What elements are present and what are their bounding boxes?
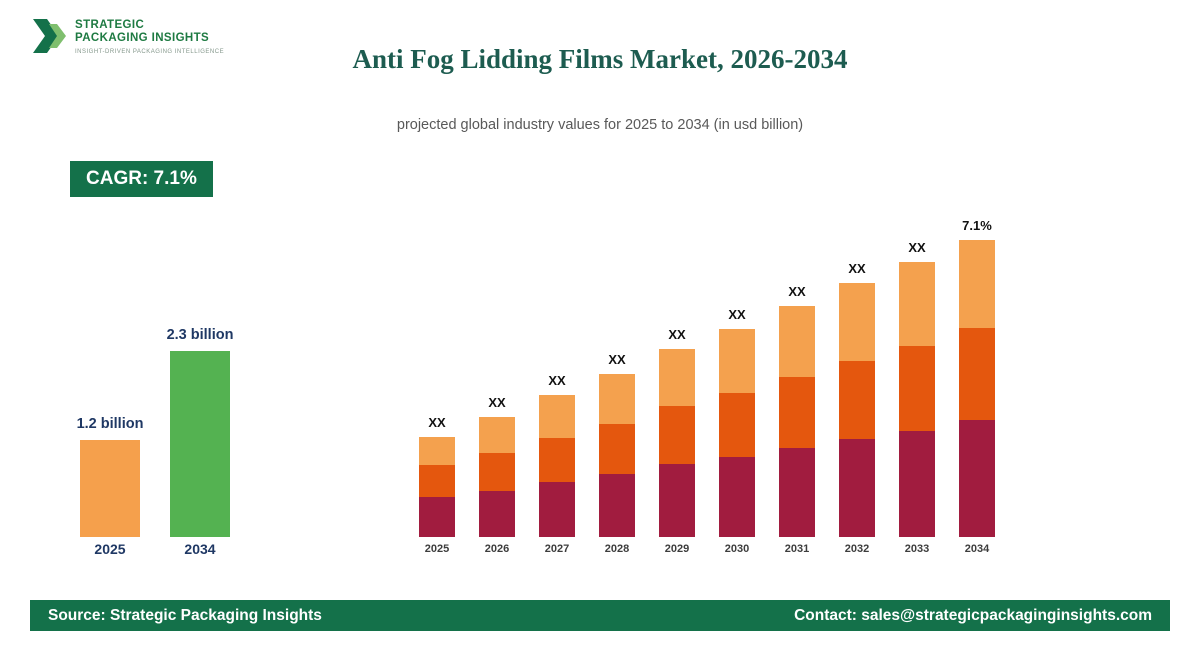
page-subtitle: projected global industry values for 202… bbox=[396, 117, 804, 133]
bar-segment-bottom bbox=[539, 482, 575, 537]
bar-value-label: XX bbox=[668, 327, 686, 342]
mini-comparison-chart: 1.2 billion 2025 2.3 billion 2034 bbox=[77, 316, 234, 557]
footer-bar: Source: Strategic Packaging Insights Con… bbox=[30, 600, 1170, 631]
bar-segment-bottom bbox=[899, 431, 935, 537]
bar-segment-top bbox=[959, 240, 995, 328]
bar-segment-middle bbox=[419, 465, 455, 497]
bar-segment-bottom bbox=[419, 497, 455, 537]
x-axis-label: 2028 bbox=[604, 543, 630, 555]
stacked-bar bbox=[719, 329, 755, 537]
x-axis-label: 2027 bbox=[544, 543, 570, 555]
stacked-bar bbox=[539, 395, 575, 537]
stacked-bar-chart: XX 2025 XX 2026 XX 2027 XX 2028 XX 2029 XX 2030 XX 20… bbox=[407, 196, 1007, 557]
bar-segment-top bbox=[899, 262, 935, 346]
bar-segment-middle bbox=[899, 346, 935, 431]
stacked-bar bbox=[659, 349, 695, 537]
bar-value-label: 7.1% bbox=[962, 218, 992, 233]
mini-bar-value-label: 2.3 billion bbox=[166, 327, 234, 343]
mini-bar-year-label: 2025 bbox=[94, 541, 126, 557]
bar-segment-top bbox=[599, 374, 635, 424]
bar-group: XX 2031 bbox=[767, 196, 827, 557]
bar-value-label: XX bbox=[608, 352, 626, 367]
bar-segment-top bbox=[719, 329, 755, 393]
stacked-bar bbox=[839, 283, 875, 537]
stacked-bars: XX 2025 XX 2026 XX 2027 XX 2028 XX 2029 XX 2030 XX 20… bbox=[407, 196, 1007, 557]
bar-segment-middle bbox=[539, 438, 575, 482]
bar-segment-top bbox=[419, 437, 455, 465]
bar-segment-top bbox=[479, 417, 515, 453]
bar-segment-bottom bbox=[839, 439, 875, 537]
bar-segment-top bbox=[659, 349, 695, 406]
mini-bar-group: 1.2 billion 2025 bbox=[77, 316, 144, 557]
bar-segment-middle bbox=[659, 406, 695, 464]
bar-group: XX 2029 bbox=[647, 196, 707, 557]
bar-group: XX 2028 bbox=[587, 196, 647, 557]
bar-value-label: XX bbox=[848, 261, 866, 276]
x-axis-label: 2025 bbox=[424, 543, 450, 555]
bar-group: XX 2027 bbox=[527, 196, 587, 557]
stacked-bar bbox=[779, 306, 815, 537]
bar-segment-top bbox=[839, 283, 875, 361]
bar-segment-middle bbox=[719, 393, 755, 457]
x-axis-label: 2029 bbox=[664, 543, 690, 555]
bar-segment-bottom bbox=[959, 420, 995, 537]
bar-segment-middle bbox=[959, 328, 995, 420]
bar-group: XX 2026 bbox=[467, 196, 527, 557]
x-axis-label: 2026 bbox=[484, 543, 510, 555]
bar-value-label: XX bbox=[488, 395, 506, 410]
bar-group: XX 2025 bbox=[407, 196, 467, 557]
mini-bar bbox=[170, 351, 230, 537]
mini-bar-group: 2.3 billion 2034 bbox=[167, 316, 234, 557]
mini-bar bbox=[80, 440, 140, 537]
bar-segment-bottom bbox=[599, 474, 635, 537]
stacked-bar bbox=[599, 374, 635, 537]
page-title: Anti Fog Lidding Films Market, 2026-2034 bbox=[352, 44, 848, 74]
bar-group: XX 2032 bbox=[827, 196, 887, 557]
stacked-bar bbox=[479, 417, 515, 537]
stacked-bar bbox=[899, 262, 935, 537]
logo-tagline: INSIGHT-DRIVEN PACKAGING INTELLIGENCE bbox=[75, 49, 225, 56]
mini-bar-value-label: 1.2 billion bbox=[76, 416, 144, 432]
footer-source: Source: Strategic Packaging Insights bbox=[48, 606, 322, 624]
bar-group: XX 2033 bbox=[887, 196, 947, 557]
bar-segment-bottom bbox=[659, 464, 695, 537]
logo-text: STRATEGIC PACKAGING INSIGHTS INSIGHT-DRI… bbox=[75, 13, 224, 56]
logo-line-1: STRATEGIC bbox=[75, 19, 145, 31]
x-axis-label: 2033 bbox=[904, 543, 930, 555]
bar-segment-top bbox=[779, 306, 815, 377]
bar-group: 7.1% 2034 bbox=[947, 196, 1007, 557]
bar-value-label: XX bbox=[908, 240, 926, 255]
bar-segment-middle bbox=[479, 453, 515, 491]
bar-value-label: XX bbox=[428, 415, 446, 430]
logo-chevron-icon bbox=[33, 13, 67, 64]
stacked-bar bbox=[959, 240, 995, 537]
mini-bar-year-label: 2034 bbox=[184, 541, 216, 557]
footer-contact: Contact: sales@strategicpackaginginsight… bbox=[794, 606, 1152, 624]
bar-value-label: XX bbox=[548, 373, 566, 388]
bar-value-label: XX bbox=[788, 284, 806, 299]
brand-logo: STRATEGIC PACKAGING INSIGHTS INSIGHT-DRI… bbox=[33, 13, 224, 64]
x-axis-label: 2032 bbox=[844, 543, 870, 555]
x-axis-label: 2031 bbox=[784, 543, 810, 555]
bar-segment-bottom bbox=[779, 448, 815, 537]
stacked-bar bbox=[419, 437, 455, 537]
bar-segment-middle bbox=[779, 377, 815, 448]
logo-line-2: PACKAGING INSIGHTS bbox=[75, 32, 210, 45]
x-axis-label: 2030 bbox=[724, 543, 750, 555]
bar-value-label: XX bbox=[728, 307, 746, 322]
bar-segment-bottom bbox=[719, 457, 755, 537]
x-axis-label: 2034 bbox=[964, 543, 990, 555]
bar-segment-bottom bbox=[479, 491, 515, 537]
bar-segment-middle bbox=[599, 424, 635, 474]
bar-segment-top bbox=[539, 395, 575, 438]
bar-segment-middle bbox=[839, 361, 875, 439]
cagr-badge: CAGR: 7.1% bbox=[70, 161, 213, 197]
bar-group: XX 2030 bbox=[707, 196, 767, 557]
